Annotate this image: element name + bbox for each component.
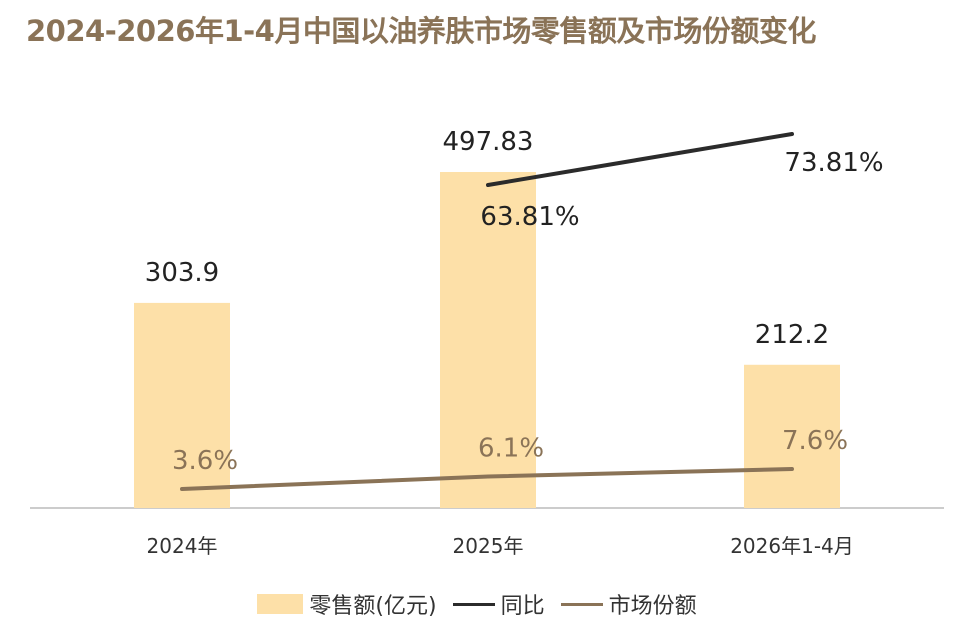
share-value-label: 3.6% [172,446,238,476]
legend-swatch-share [560,602,603,606]
bar [744,364,840,508]
bar-value-label: 212.2 [755,320,829,350]
bar-value-label: 497.83 [443,127,534,157]
x-tick-label: 2024年 [147,534,218,558]
yoy-value-label: 63.81% [480,202,579,232]
legend-swatch-sales [257,594,304,614]
legend-item-yoy: 同比 [452,588,545,620]
legend-swatch-yoy [452,602,495,606]
share-value-label: 6.1% [478,434,544,464]
legend-label-yoy: 同比 [500,594,545,619]
yoy-line [486,132,794,187]
bar [440,172,536,508]
legend-label-share: 市场份额 [608,594,697,619]
bar-value-label: 303.9 [145,258,219,288]
chart-title: 2024-2026年1-4月中国以油养肤市场零售额及市场份额变化 [26,14,816,48]
legend-item-sales: 零售额(亿元) [257,588,437,620]
x-tick-label: 2025年 [453,534,524,558]
chart-legend: 零售额(亿元) 同比 市场份额 [0,588,954,620]
share-line [180,467,794,491]
legend-label-sales: 零售额(亿元) [309,594,437,619]
yoy-value-label: 73.81% [784,148,883,178]
x-tick-label: 2026年1-4月 [730,534,854,558]
bar [134,302,230,508]
legend-item-share: 市场份额 [560,588,697,620]
share-value-label: 7.6% [782,426,848,456]
